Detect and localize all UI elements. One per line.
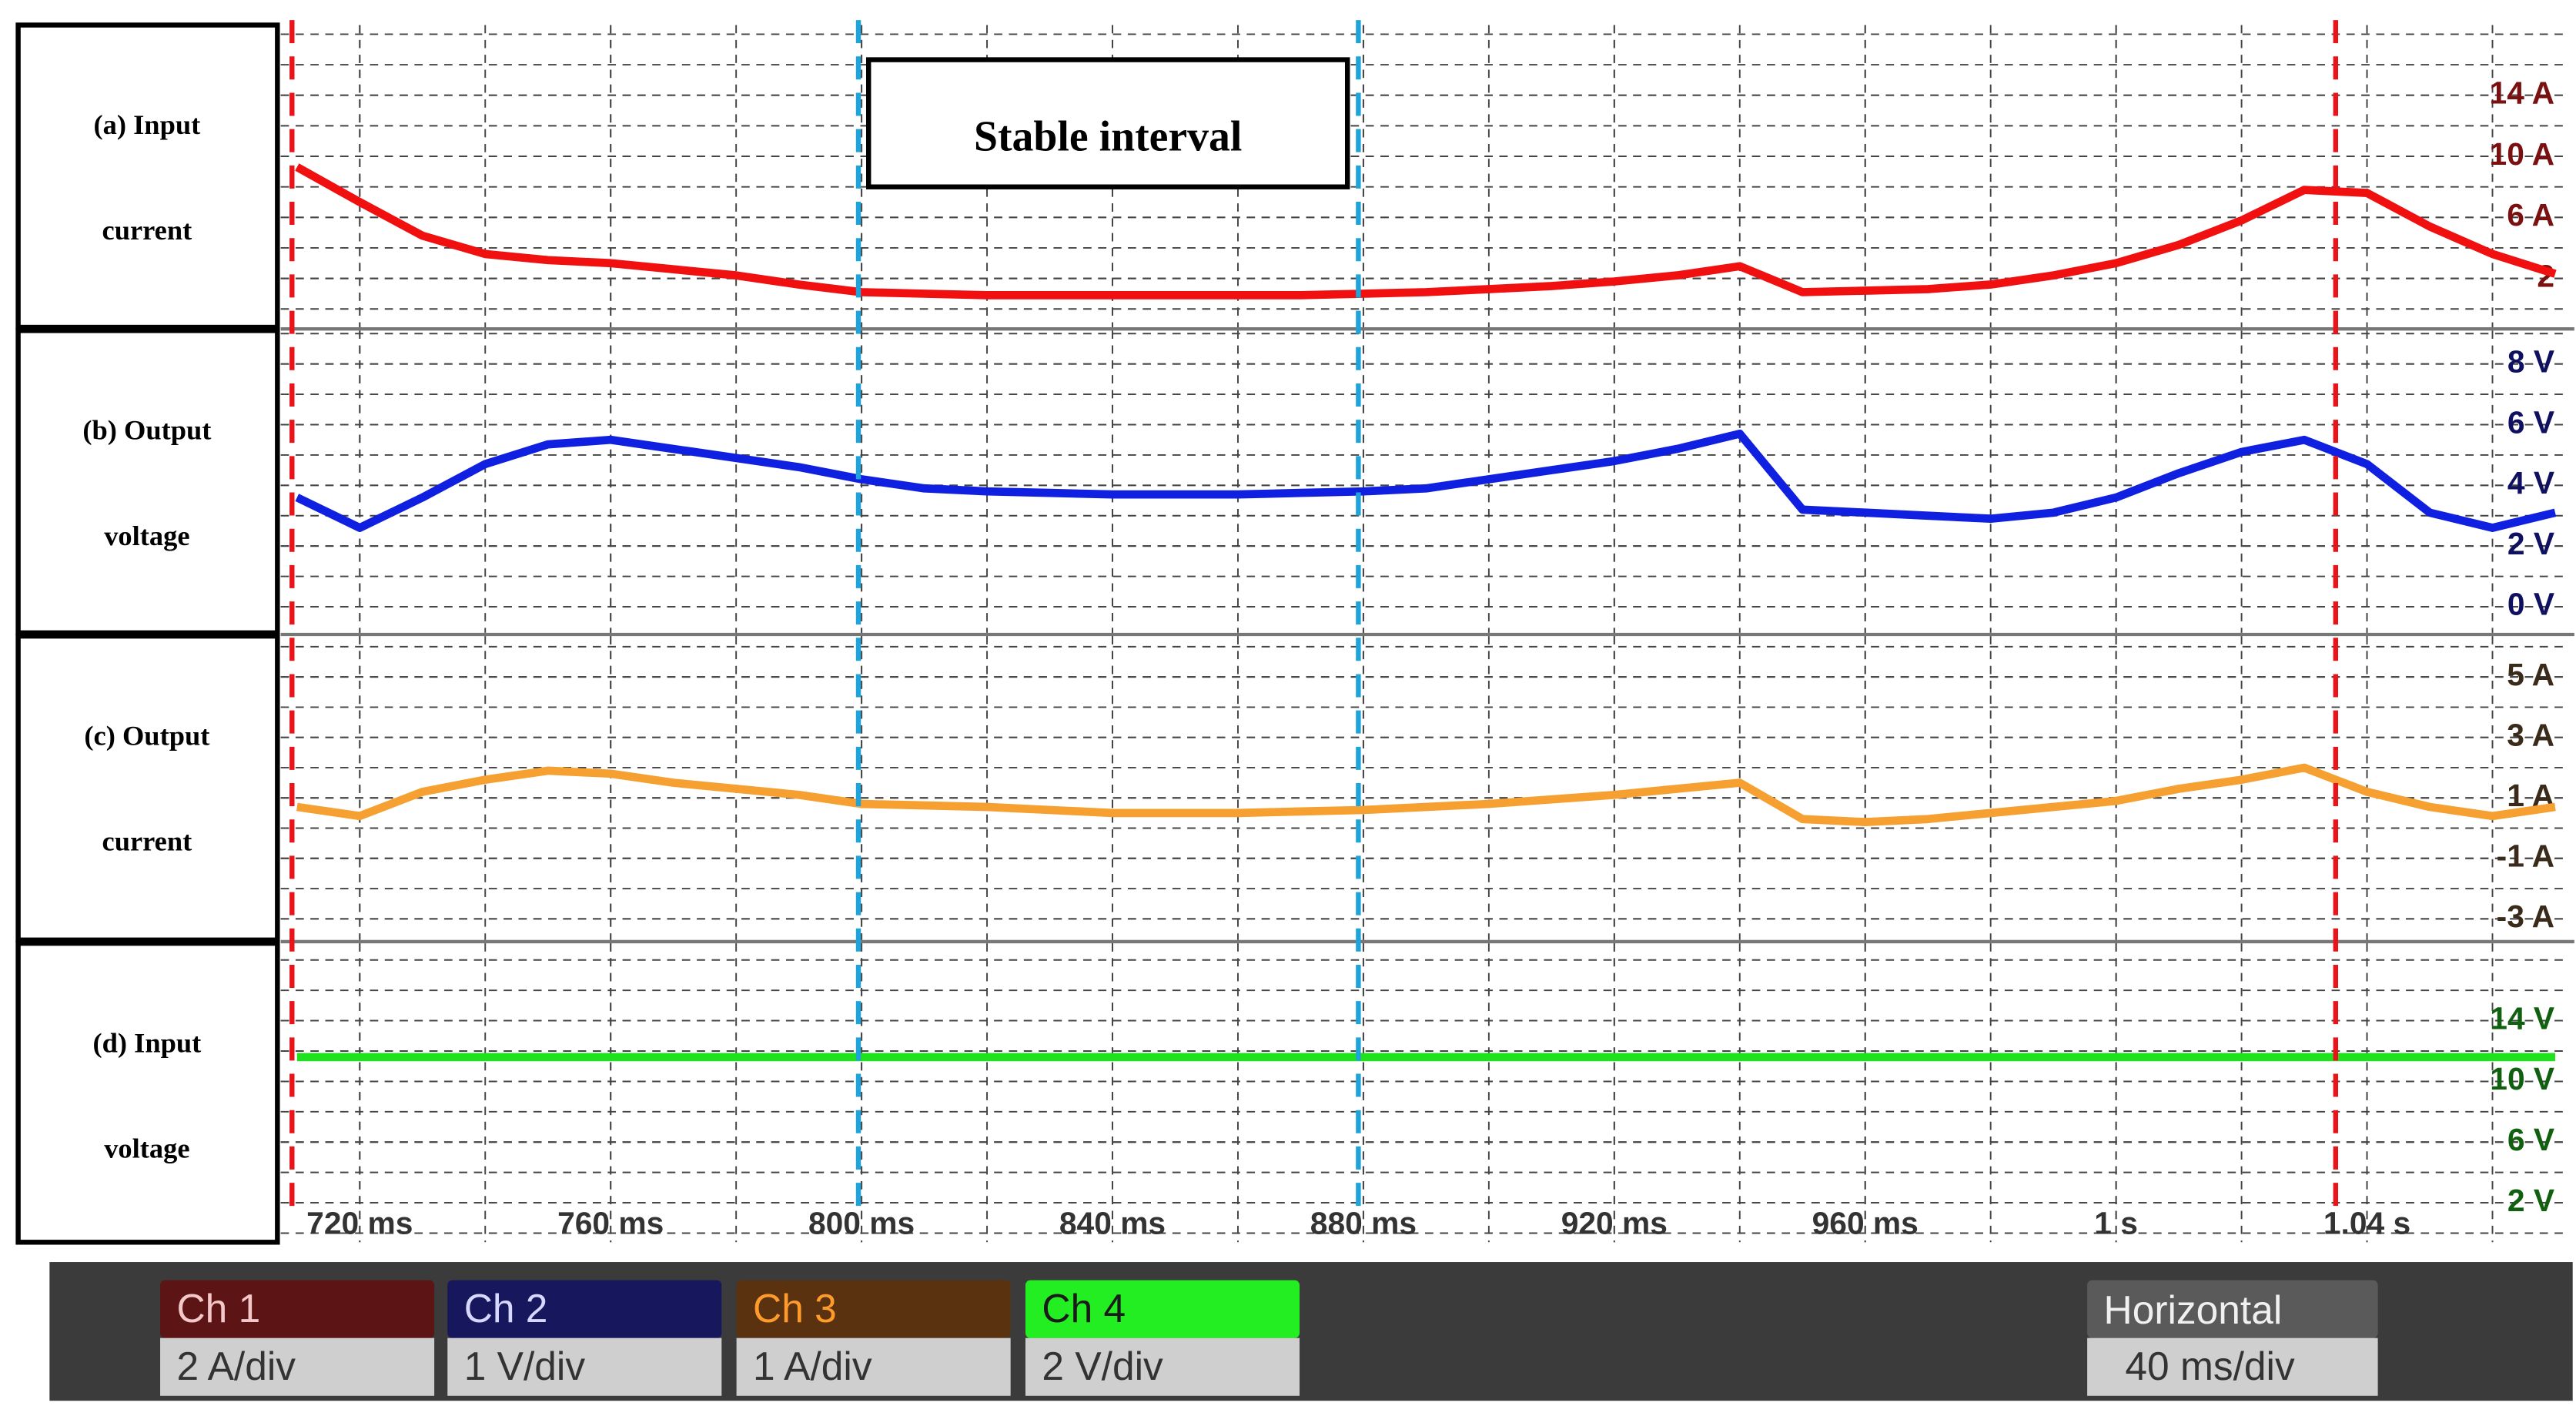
- x-tick-label: 920 ms: [1561, 1206, 1668, 1241]
- x-tick-label: 1 s: [2094, 1206, 2138, 1241]
- y-tick-label: 8 V: [2507, 343, 2554, 379]
- channel-header: [447, 1280, 722, 1338]
- y-tick-label: 2 V: [2507, 526, 2554, 561]
- y-tick-label: 6 A: [2507, 197, 2554, 233]
- horizontal-header: [2087, 1280, 2378, 1338]
- panel: (d) Input voltage 2 V 6 V 10 V 14 V: [15, 940, 2568, 1245]
- channel-header: [1025, 1280, 1300, 1338]
- horizontal-label: Horizontal: [2104, 1287, 2283, 1332]
- channel-name: Ch 3: [753, 1286, 837, 1331]
- y-tick-label: 4 V: [2507, 465, 2554, 500]
- label-box: [15, 22, 280, 330]
- channel-name: Ch 4: [1042, 1286, 1126, 1331]
- x-tick-label: 760 ms: [557, 1206, 664, 1241]
- channel-scale: 2 V/div: [1042, 1344, 1163, 1388]
- panel: (b) Output voltage 0 V 2 V 4 V 6 V 8 V: [15, 328, 2574, 637]
- trace: [296, 763, 2556, 827]
- x-tick-label: 800 ms: [808, 1206, 915, 1241]
- y-tick-label: 0 V: [2507, 587, 2554, 622]
- y-tick-label: 2 V: [2507, 1183, 2554, 1218]
- panel-label: (b) Output: [82, 415, 211, 446]
- x-tick-label: 840 ms: [1059, 1206, 1166, 1241]
- panel-label: voltage: [104, 521, 189, 551]
- y-tick-label: -3 A: [2497, 899, 2554, 934]
- x-tick-label: 1.04 s: [2323, 1206, 2410, 1241]
- y-tick-label: 3 A: [2507, 717, 2554, 752]
- channel-scale-box: [1025, 1337, 1300, 1396]
- channel-name: Ch 2: [464, 1286, 548, 1331]
- y-tick-label: 14 V: [2490, 1000, 2554, 1036]
- y-tick-label: 14 A: [2490, 75, 2555, 110]
- panel-label: voltage: [104, 1133, 189, 1164]
- panel-label: (a) Input: [94, 109, 201, 140]
- annotation: Stable interval: [974, 112, 1242, 160]
- x-tick-label: 720 ms: [306, 1206, 413, 1241]
- x-tick-label: 880 ms: [1310, 1206, 1417, 1241]
- panel-label: (c) Output: [84, 720, 209, 751]
- panel-label: current: [102, 826, 192, 857]
- y-tick-label: 10 A: [2490, 136, 2555, 172]
- channel-scale: 1 A/div: [753, 1344, 872, 1388]
- y-tick-label: 10 V: [2490, 1061, 2554, 1096]
- panel-label: (d) Input: [92, 1027, 201, 1058]
- y-tick-label: -1 A: [2497, 839, 2554, 874]
- trace: [295, 429, 2557, 532]
- horizontal-scale: 40 ms/div: [2125, 1344, 2295, 1388]
- trace: [295, 163, 2557, 300]
- channel-scale-box: [736, 1337, 1011, 1396]
- y-tick-label: 5 A: [2507, 657, 2554, 692]
- horizontal-scale-box: [2087, 1337, 2378, 1396]
- channel-scale-box: [447, 1337, 722, 1396]
- x-tick-label: 960 ms: [1812, 1206, 1919, 1241]
- panel-label: current: [102, 215, 192, 246]
- channel-scale: 1 V/div: [464, 1344, 586, 1388]
- label-box: [15, 633, 280, 943]
- channel-scale: 2 A/div: [177, 1344, 296, 1388]
- y-tick-label: 6 V: [2507, 1122, 2554, 1157]
- label-box: [15, 328, 280, 636]
- channel-scale-box: [160, 1337, 435, 1396]
- channel-header: [160, 1280, 435, 1338]
- channel-bar: Ch 1 2 A/div Ch 2 1 V/div Ch 3 1 A/div Ch 4 2 V…: [160, 1280, 2378, 1396]
- annotation-box: [865, 57, 1350, 189]
- channel-header: [736, 1280, 1011, 1338]
- y-tick-label: 6 V: [2507, 404, 2554, 440]
- channel-name: Ch 1: [177, 1286, 261, 1331]
- label-box: [15, 940, 280, 1245]
